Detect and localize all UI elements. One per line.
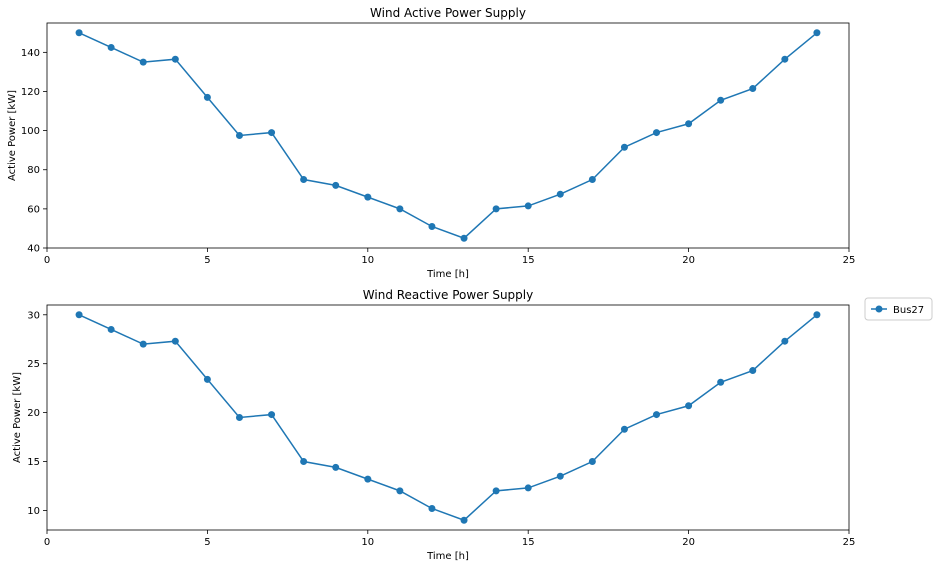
y-tick-label: 15 xyxy=(27,457,40,468)
legend-point-marker xyxy=(875,305,883,313)
data-point xyxy=(492,487,500,495)
data-point xyxy=(428,504,436,512)
data-point xyxy=(396,205,404,213)
data-point xyxy=(171,337,179,345)
y-tick-label: 20 xyxy=(27,408,40,419)
data-point xyxy=(717,96,725,104)
data-point xyxy=(332,181,340,189)
y-axis-label: Active Power [kW] xyxy=(7,90,18,181)
x-tick-label: 20 xyxy=(682,537,695,548)
data-point xyxy=(524,484,532,492)
data-point xyxy=(75,311,83,319)
plot-frame xyxy=(46,22,850,249)
data-point xyxy=(107,325,115,333)
series-line xyxy=(78,32,818,240)
y-tick-label: 40 xyxy=(27,244,40,255)
y-tick-label: 80 xyxy=(27,165,40,176)
chart-title: Wind Reactive Power Supply xyxy=(363,288,533,302)
x-tick-label: 10 xyxy=(361,537,374,548)
x-axis-label: Time [h] xyxy=(426,269,469,280)
y-tick-label: 30 xyxy=(27,310,40,321)
data-point xyxy=(781,55,789,63)
y-tick-label: 120 xyxy=(21,87,40,98)
x-tick-label: 20 xyxy=(682,255,695,266)
data-point xyxy=(653,411,661,419)
data-point xyxy=(524,202,532,210)
y-tick-label: 10 xyxy=(27,506,40,517)
x-tick-label: 25 xyxy=(843,537,856,548)
y-tick-label: 25 xyxy=(27,359,40,370)
x-tick-label: 10 xyxy=(361,255,374,266)
data-point xyxy=(556,190,564,198)
data-point xyxy=(653,129,661,137)
x-tick-label: 5 xyxy=(204,255,210,266)
legend: Bus27 xyxy=(864,297,933,321)
data-point xyxy=(588,176,596,184)
data-point xyxy=(364,475,372,483)
y-axis-label: Active Power [kW] xyxy=(12,372,23,463)
data-point xyxy=(749,367,757,375)
x-tick-label: 0 xyxy=(44,537,50,548)
data-point xyxy=(364,193,372,201)
x-tick-label: 0 xyxy=(44,255,50,266)
reactive-power-chart: Wind Reactive Power Supply 0 5 10 15 20 25 10 15… xyxy=(12,288,855,562)
chart-title: Wind Active Power Supply xyxy=(370,6,526,20)
data-point xyxy=(781,337,789,345)
y-tick-label: 140 xyxy=(21,48,40,59)
data-point xyxy=(460,516,468,524)
legend-label: Bus27 xyxy=(893,305,924,316)
data-point xyxy=(75,29,83,37)
x-tick-label: 5 xyxy=(204,537,210,548)
data-point xyxy=(685,120,693,128)
data-point xyxy=(749,85,757,93)
data-point xyxy=(556,472,564,480)
data-point xyxy=(203,93,211,101)
data-point xyxy=(300,458,308,466)
series-line xyxy=(78,314,818,522)
data-point xyxy=(428,222,436,230)
data-point xyxy=(235,132,243,139)
data-point xyxy=(685,402,693,410)
data-point xyxy=(332,463,340,471)
data-point xyxy=(171,55,179,63)
x-axis-label: Time [h] xyxy=(426,551,469,562)
data-point xyxy=(235,414,243,421)
data-point xyxy=(813,311,821,319)
x-tick-label: 25 xyxy=(843,255,856,266)
data-point xyxy=(139,58,147,66)
data-point xyxy=(588,458,596,466)
plot-frame xyxy=(46,304,850,531)
active-power-chart: Wind Active Power Supply 0 5 10 15 20 25 40 60 80… xyxy=(7,6,855,280)
data-point xyxy=(139,340,147,348)
x-tick-label: 15 xyxy=(522,537,535,548)
data-point xyxy=(717,378,725,386)
data-point xyxy=(396,487,404,495)
legend-frame xyxy=(864,297,933,321)
data-point xyxy=(620,425,628,433)
data-point xyxy=(268,129,276,137)
y-tick-label: 60 xyxy=(27,204,40,215)
data-point xyxy=(620,143,628,151)
data-point xyxy=(460,234,468,242)
data-point xyxy=(203,375,211,383)
x-tick-label: 15 xyxy=(522,255,535,266)
data-point xyxy=(107,43,115,51)
data-point xyxy=(268,411,276,419)
y-tick-label: 100 xyxy=(21,126,40,137)
data-point xyxy=(300,176,308,184)
data-point xyxy=(492,205,500,213)
data-point xyxy=(813,29,821,37)
